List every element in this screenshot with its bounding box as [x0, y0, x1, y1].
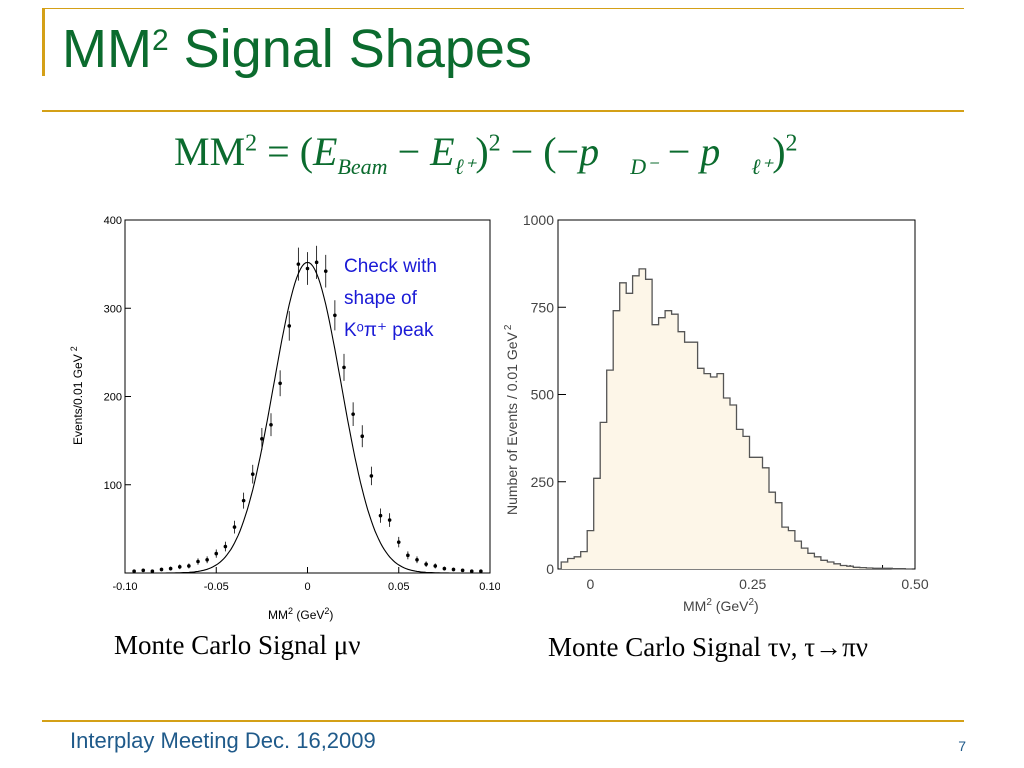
footer-text: Interplay Meeting Dec. 16,2009 [70, 728, 376, 753]
right-caption: Monte Carlo Signal τν, τ→πν [548, 632, 868, 662]
chart-tau-nu: 0 250 500 750 1000 0 0.25 0.50 MM2 (GeV2) Numb… [503, 212, 929, 614]
data-point [196, 559, 200, 564]
left-x-tick-label: -0.10 [112, 581, 137, 593]
left-x-tick-label: -0.05 [204, 581, 229, 593]
data-point [442, 566, 447, 571]
data-point [415, 557, 419, 562]
data-point [150, 569, 155, 574]
data-point [187, 564, 191, 568]
annotation-line-3: Kᵒπ⁺ peak [344, 320, 434, 341]
data-point [260, 437, 264, 441]
data-point [205, 557, 209, 562]
data-point [305, 266, 310, 271]
right-y-tick-label: 1000 [523, 212, 554, 228]
histogram-outline [560, 268, 912, 570]
data-point [342, 365, 346, 370]
slide-title: MM2 Signal Shapes [62, 19, 532, 79]
data-point [159, 567, 164, 572]
data-point [214, 551, 219, 556]
data-point [333, 313, 337, 318]
right-y-tick-label: 250 [531, 474, 555, 490]
data-point [406, 553, 410, 558]
data-point [360, 434, 365, 439]
annotation-line-2: shape of [344, 288, 418, 309]
title-accent-bar [42, 8, 45, 76]
right-x-tick-label: 0.25 [739, 576, 766, 592]
data-point [369, 474, 374, 478]
title-divider [42, 110, 964, 112]
left-y-tick-label: 100 [104, 480, 122, 492]
annotation-line-1: Check with [344, 256, 437, 277]
data-point [269, 422, 273, 427]
left-x-tick-label: 0.10 [479, 581, 500, 593]
data-point [278, 381, 282, 386]
right-x-axis-label: MM2 (GeV2) [683, 597, 759, 614]
data-point [168, 566, 173, 571]
data-point [314, 260, 319, 265]
mm2-formula: MM2 = (EBeam − Eℓ⁺)2 − (−p⃗D⁻ − p⃗ℓ⁺)2 [174, 129, 798, 179]
left-x-tick-label: 0 [304, 581, 310, 593]
right-y-tick-label: 0 [546, 561, 554, 577]
data-point [296, 262, 301, 266]
data-point [479, 569, 483, 574]
data-point [424, 562, 428, 566]
right-x-tick-label: 0 [587, 576, 595, 592]
right-y-tick-label: 500 [531, 387, 555, 403]
left-y-axis-label: Events/0.01 GeV2 [69, 346, 85, 445]
left-y-tick-label: 400 [104, 215, 122, 227]
data-point [177, 565, 182, 569]
left-x-axis-label: MM2 (GeV2) [268, 606, 333, 622]
data-point [223, 544, 228, 549]
data-point [250, 472, 255, 476]
data-point [396, 540, 401, 544]
left-x-tick-label: 0.05 [388, 581, 409, 593]
data-point [460, 568, 465, 573]
right-x-tick-label: 0.50 [901, 576, 928, 592]
data-point [232, 525, 237, 529]
data-point [323, 269, 328, 273]
top-rule [42, 8, 964, 9]
chart-mu-nu: 100 200 300 400 -0.10 -0.05 0 0.05 0.10 MM2 (Ge… [69, 215, 500, 622]
data-point [287, 324, 292, 328]
data-point [132, 569, 136, 574]
data-point [351, 412, 355, 416]
footer-divider [42, 720, 964, 722]
left-y-tick-label: 300 [104, 303, 122, 315]
left-caption: Monte Carlo Signal μν [114, 630, 361, 660]
data-point [469, 569, 474, 574]
data-point [378, 513, 383, 518]
data-point [241, 498, 246, 503]
page-number: 7 [958, 738, 966, 754]
data-point [387, 518, 392, 522]
data-point [433, 564, 438, 568]
right-y-axis-label: Number of Events / 0.01 GeV2 [503, 324, 520, 515]
right-y-tick-label: 750 [531, 299, 555, 315]
data-point [141, 568, 146, 573]
left-y-tick-label: 200 [104, 392, 122, 404]
data-point [451, 567, 456, 572]
